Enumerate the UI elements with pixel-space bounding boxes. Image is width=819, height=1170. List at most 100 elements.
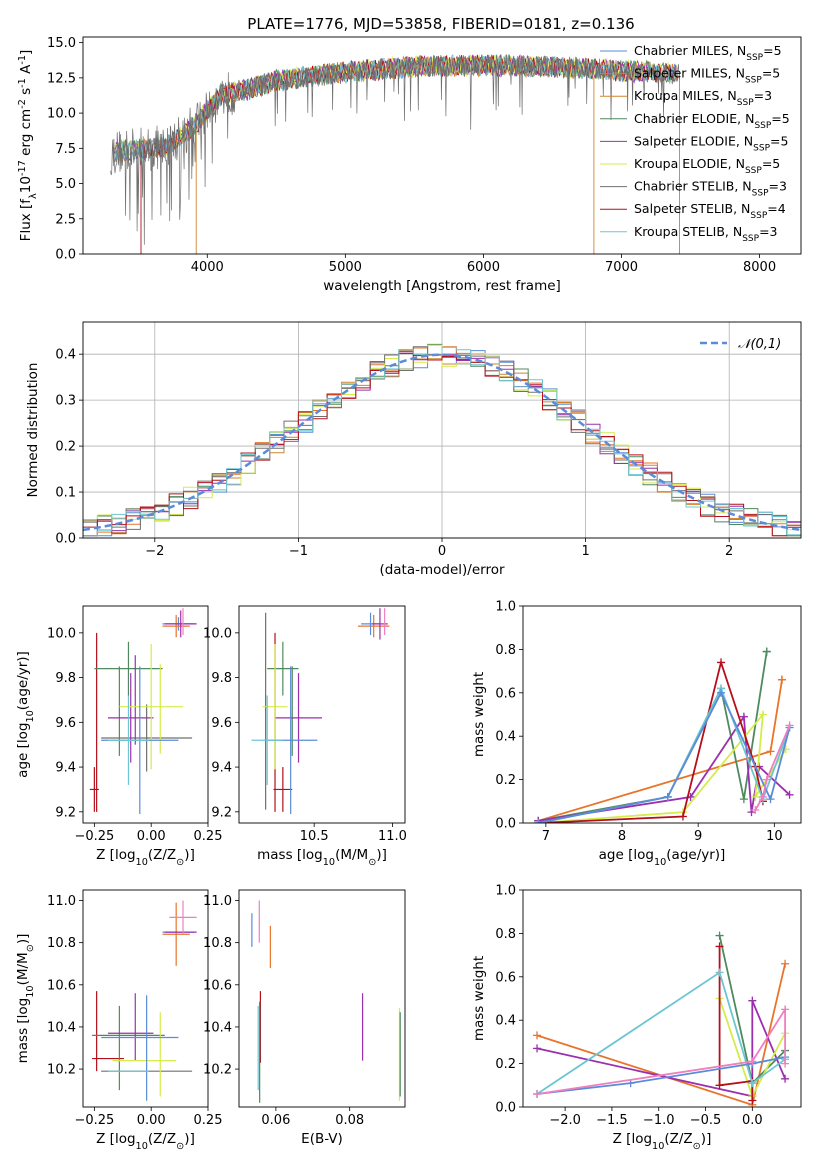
weight-marker [533, 1044, 542, 1053]
y-axis-label: mass weight [471, 956, 487, 1041]
axes-frame [522, 605, 802, 824]
plot-area [110, 53, 680, 254]
x-tick-label: −2 [145, 544, 164, 559]
x-tick-label: −1.0 [643, 1113, 675, 1128]
y-tick-label: 0.8 [495, 927, 516, 942]
x-tick-label: 6000 [467, 260, 500, 275]
x-tick-label: 0.06 [261, 1113, 290, 1128]
x-tick-label: −2.0 [549, 1113, 581, 1128]
y-tick-label: 10.4 [203, 1020, 232, 1035]
y-tick-label: 9.6 [55, 716, 76, 731]
x-axis-label: E(B-V) [301, 1131, 343, 1147]
legend-entry: Salpeter ELODIE, NSSP=5 [634, 133, 788, 153]
y-tick-label: 9.2 [55, 805, 76, 820]
legend-entry: Salpeter STELIB, NSSP=4 [634, 201, 786, 221]
y-tick-label: 10.2 [203, 1063, 232, 1078]
y-tick-label: 0.2 [495, 1057, 516, 1072]
weight-marker [781, 1074, 790, 1083]
y-tick-label: 0.6 [495, 686, 516, 701]
axes-frame [522, 889, 802, 1108]
weight-line [536, 1000, 786, 1098]
y-axis-label: mass weight [471, 672, 487, 757]
weight-marker [777, 675, 786, 684]
x-tick-label: 1 [581, 544, 589, 559]
x-tick-label: −1 [289, 544, 308, 559]
plot-area [534, 647, 794, 823]
y-tick-label: 9.2 [211, 805, 232, 820]
weight-line [536, 1056, 786, 1095]
axes-frame [238, 889, 406, 1108]
weight-marker [715, 931, 724, 940]
y-tick-label: 10.0 [47, 107, 76, 122]
y-tick-label: 10.6 [47, 978, 76, 993]
x-tick-label: 8000 [743, 260, 776, 275]
x-axis-label: Z [log10(Z/Z⊙)] [613, 1131, 712, 1152]
normal-reference-curve [83, 353, 801, 532]
weight-marker [751, 805, 760, 814]
axes-frame [82, 889, 209, 1108]
x-tick-label: 7 [542, 829, 550, 844]
y-tick-label: 10.2 [47, 1063, 76, 1078]
y-tick-label: 10.8 [203, 936, 232, 951]
y-tick-label: 0.0 [495, 817, 516, 832]
weight-line [538, 714, 791, 822]
y-tick-label: 9.8 [211, 671, 232, 686]
x-tick-label: −0.5 [690, 1113, 722, 1128]
legend-entry: Chabrier ELODIE, NSSP=5 [634, 111, 790, 131]
weight-marker [715, 942, 724, 951]
y-tick-label: 0.6 [495, 970, 516, 985]
y-axis-label: Normed distribution [25, 363, 41, 498]
weight-line [536, 1006, 786, 1095]
weight-line [754, 725, 791, 811]
y-tick-label: 0.4 [495, 1014, 516, 1029]
weight-vs-age-axes: 7 8 9 10 0.0 0.2 0.4 0.6 0.8 1.0 age [log10(age/yr… [471, 600, 802, 868]
y-tick-label: 11.0 [47, 894, 76, 909]
axes-frame [82, 605, 209, 824]
weight-marker [781, 1005, 790, 1014]
weight-marker [762, 647, 771, 656]
model-spectrum-line [114, 53, 680, 254]
weight-marker [785, 721, 794, 730]
y-tick-label: 0.1 [55, 486, 76, 501]
x-tick-label: 0.25 [194, 829, 223, 844]
weight-marker [758, 710, 767, 719]
weight-line [538, 690, 791, 823]
axes-frame [238, 605, 406, 824]
legend-entry: Kroupa MILES, NSSP=3 [634, 88, 772, 108]
weight-line [538, 659, 764, 823]
y-tick-label: 9.8 [55, 671, 76, 686]
spectrum-axes: 4000 5000 6000 7000 8000 0.0 2.5 5.0 7.5 10.0 12.5… [17, 36, 802, 294]
weight-marker [762, 775, 771, 784]
y-tick-label: 1.0 [495, 600, 516, 615]
x-tick-label: 0.00 [137, 829, 166, 844]
x-tick-label: 0.25 [194, 1113, 223, 1128]
x-tick-label: 0.00 [137, 1113, 166, 1128]
y-tick-label: 9.4 [211, 761, 232, 776]
weight-marker [739, 795, 748, 804]
age-vs-mass-axes: 10.5 11.0 9.2 9.4 9.6 9.8 10.0 mass [log10(M/M⊙… [203, 605, 407, 868]
x-tick-label: −0.25 [74, 1113, 114, 1128]
x-axis-label: mass [log10(M/M⊙)] [257, 847, 387, 868]
x-axis-label: age [log10(age/yr)] [599, 847, 726, 868]
legend-entry: 𝒩(0,1) [738, 337, 781, 352]
x-tick-label: 7000 [605, 260, 638, 275]
y-axis-label: age [log10(age/yr)] [15, 651, 36, 778]
y-tick-label: 10.6 [203, 978, 232, 993]
weight-marker [748, 1057, 757, 1066]
x-tick-label: −0.25 [74, 829, 114, 844]
y-tick-label: 9.6 [211, 716, 232, 731]
plot-area [92, 900, 197, 1101]
y-tick-label: 0.3 [55, 394, 76, 409]
legend-entry: Salpeter MILES, NSSP=5 [634, 66, 780, 86]
plot-area [89, 608, 197, 815]
y-tick-label: 5.0 [55, 177, 76, 192]
weight-marker [715, 968, 724, 977]
y-tick-label: 0.2 [55, 440, 76, 455]
observed-spectrum-line [110, 54, 680, 245]
mass-vs-ebv-axes: 0.06 0.08 10.2 10.4 10.6 10.8 11.0 E(B-V) [203, 889, 406, 1147]
plot-area [83, 343, 801, 537]
weight-marker [717, 688, 726, 697]
x-tick-label: 11.0 [378, 829, 407, 844]
weight-marker [758, 792, 767, 801]
